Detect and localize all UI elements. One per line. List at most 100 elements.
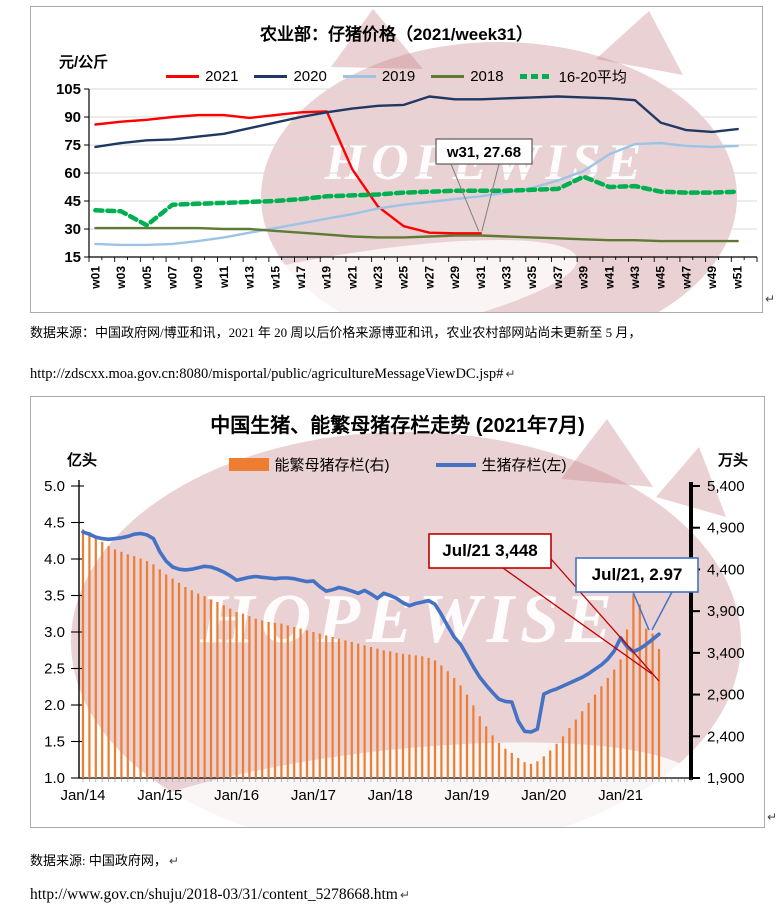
paragraph-mark: ↵ — [765, 292, 776, 306]
svg-text:2.0: 2.0 — [44, 697, 65, 714]
svg-text:Jan/18: Jan/18 — [368, 787, 413, 804]
svg-text:w39: w39 — [577, 266, 591, 290]
axes: 5.0 4.5 4.0 3.5 3.0 2.5 2.0 1.5 1.0 5,400 4,900 4,4… — [44, 478, 744, 787]
svg-text:w01: w01 — [88, 266, 102, 290]
svg-text:30: 30 — [64, 221, 81, 238]
x-axis-labels: Jan/14 Jan/15 Jan/16 Jan/17 Jan/18 Jan/19 Jan/… — [60, 787, 643, 804]
legend-swatch-2020 — [254, 75, 288, 78]
data-source-note-bottom: 数据来源: 中国政府网， ↵ — [30, 850, 179, 869]
data-source-url-bottom: http://www.gov.cn/shuju/2018-03/31/conte… — [30, 886, 410, 904]
page-title: 中国生猪、能繁母猪存栏走势 (2021年7月) — [210, 415, 585, 437]
legend-swatch-hog-line — [435, 462, 476, 467]
svg-text:1,900: 1,900 — [707, 770, 745, 787]
paragraph-mark: ↵ — [767, 810, 778, 824]
paragraph-mark: ↵ — [168, 854, 179, 868]
watermark-swoosh — [48, 742, 704, 827]
svg-text:Jan/14: Jan/14 — [60, 787, 105, 804]
svg-text:45: 45 — [64, 193, 81, 210]
svg-text:w13: w13 — [243, 266, 257, 290]
legend-label: 能繁母猪存栏(右) — [274, 457, 390, 474]
pig-ear-icon — [331, 9, 423, 69]
svg-text:Jan/21: Jan/21 — [598, 787, 643, 804]
legend-label: 2019 — [381, 68, 416, 85]
svg-text:w27: w27 — [422, 266, 436, 290]
legend-item-avg: 16-20平均 — [519, 66, 627, 87]
legend-label: 2018 — [470, 68, 504, 85]
svg-text:Jan/20: Jan/20 — [521, 787, 566, 804]
svg-text:3.5: 3.5 — [44, 588, 65, 605]
gridlines — [89, 88, 757, 230]
svg-text:3.0: 3.0 — [44, 624, 65, 641]
svg-text:w33: w33 — [500, 266, 514, 290]
svg-text:3,400: 3,400 — [707, 645, 745, 662]
svg-text:4.0: 4.0 — [44, 551, 65, 568]
annotation-sow-jul21: Jul/21 3,448 — [428, 533, 660, 682]
svg-text:5.0: 5.0 — [44, 478, 65, 495]
svg-text:w17: w17 — [294, 266, 308, 290]
svg-text:w11: w11 — [217, 266, 231, 289]
source-link[interactable]: http://zdscxx.moa.gov.cn:8080/misportal/… — [30, 366, 504, 382]
series-lines — [93, 95, 740, 247]
series-2019-line — [94, 141, 739, 247]
series-2018-line — [94, 226, 739, 243]
x-axis-labels: w01 w03 w05 w07 w09 w11 w13 w15 w17 w19 w21 w23 w25 w… — [88, 266, 744, 290]
svg-text:w47: w47 — [679, 266, 693, 290]
hog-inventory-line — [81, 530, 661, 734]
svg-text:w51: w51 — [731, 266, 745, 290]
svg-text:4.5: 4.5 — [44, 515, 65, 532]
svg-text:w07: w07 — [166, 266, 180, 290]
hopewise-watermark: HOPEWISE — [48, 419, 741, 827]
legend-swatch-sow-bars — [228, 458, 269, 471]
legend-label: 生猪存栏(左) — [481, 457, 567, 474]
svg-text:w43: w43 — [628, 266, 642, 290]
legend-label: 16-20平均 — [558, 69, 627, 86]
source-text: 数据来源: 中国政府网， — [30, 853, 167, 868]
legend-item-hog: 生猪存栏(左) — [435, 454, 567, 475]
legend-swatch-2019 — [342, 75, 376, 78]
page-title: 农业部：仔猪价格（2021/week31） — [259, 25, 534, 44]
svg-text:Jan/17: Jan/17 — [291, 787, 336, 804]
chart-legend: 能繁母猪存栏(右) 生猪存栏(左) — [31, 454, 764, 475]
left-axis-unit-label: 亿头 — [67, 452, 98, 469]
sow-inventory-bars — [81, 529, 661, 778]
legend-swatch-2021 — [166, 75, 200, 78]
svg-text:15: 15 — [64, 249, 81, 266]
legend-item-2019: 2019 — [342, 68, 416, 85]
svg-text:w03: w03 — [114, 266, 128, 290]
svg-text:3,900: 3,900 — [707, 603, 745, 620]
data-source-url-top: http://zdscxx.moa.gov.cn:8080/misportal/… — [30, 366, 515, 383]
svg-text:w41: w41 — [602, 266, 616, 290]
legend-item-2021: 2021 — [166, 68, 238, 85]
hog-inventory-plot: 5.0 4.5 4.0 3.5 3.0 2.5 2.0 1.5 1.0 5,400 4,900 4,4… — [44, 478, 744, 804]
svg-text:w05: w05 — [140, 266, 154, 290]
svg-text:4,900: 4,900 — [707, 520, 745, 537]
pig-ear-icon — [561, 419, 653, 487]
paragraph-mark: ↵ — [399, 888, 410, 902]
svg-text:Jan/16: Jan/16 — [214, 787, 259, 804]
svg-text:w31, 27.68: w31, 27.68 — [446, 144, 521, 161]
svg-text:4,400: 4,400 — [707, 561, 745, 578]
hog-inventory-chart: HOPEWISE 中国生猪、能繁母猪存栏走势 (2021年7月) 亿头 万头 能… — [30, 396, 765, 828]
series-16-20平均-line — [93, 174, 740, 228]
pig-ear-icon — [596, 11, 683, 75]
svg-text:w09: w09 — [191, 266, 205, 290]
legend-item-sow: 能繁母猪存栏(右) — [228, 454, 390, 475]
legend-label: 2021 — [205, 68, 239, 85]
svg-text:Jul/21 3,448: Jul/21 3,448 — [442, 541, 537, 560]
annotation-w31: w31, 27.68 — [435, 138, 533, 232]
pig-body-icon — [71, 432, 741, 827]
svg-text:Jan/15: Jan/15 — [137, 787, 182, 804]
svg-text:w29: w29 — [448, 266, 462, 290]
svg-text:75: 75 — [64, 137, 81, 154]
svg-text:w37: w37 — [551, 266, 565, 290]
legend-item-2020: 2020 — [254, 68, 327, 85]
svg-text:Jul/21, 2.97: Jul/21, 2.97 — [592, 565, 683, 584]
svg-text:105: 105 — [56, 81, 81, 98]
axes: 105 90 75 60 45 30 15 — [56, 81, 758, 266]
right-axis-unit-label: 万头 — [717, 452, 748, 469]
legend-swatch-2018 — [431, 75, 465, 78]
source-link[interactable]: http://www.gov.cn/shuju/2018-03/31/conte… — [30, 886, 398, 903]
svg-text:w23: w23 — [371, 266, 385, 290]
paragraph-mark: ↵ — [505, 367, 516, 381]
